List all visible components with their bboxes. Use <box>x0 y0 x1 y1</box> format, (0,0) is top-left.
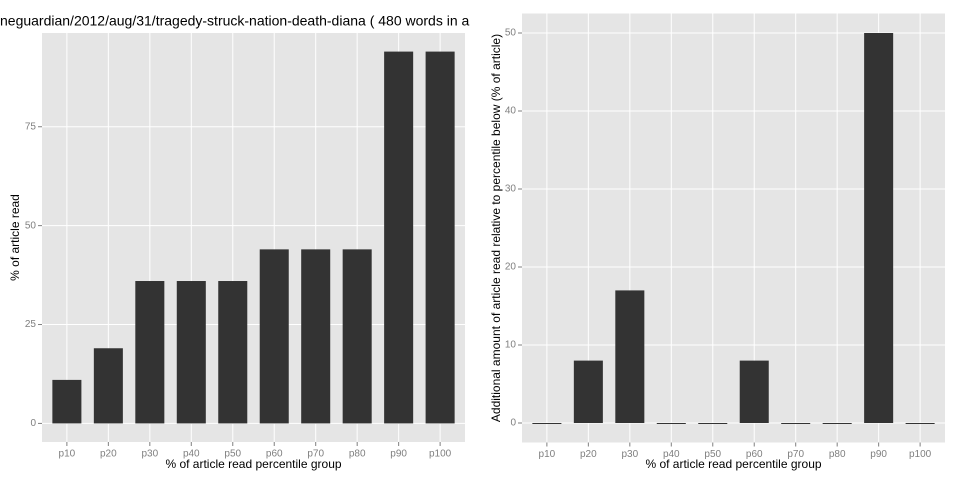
bar <box>93 348 123 424</box>
x-tick-label: p50 <box>224 449 241 460</box>
x-tick-label: p90 <box>390 449 407 460</box>
y-axis-label: Additional amount of article read relati… <box>489 34 503 422</box>
y-tick-label: 20 <box>505 262 517 273</box>
y-axis-label: % of article read <box>8 194 22 281</box>
x-tick-label: p80 <box>829 449 846 460</box>
y-tick-label: 50 <box>25 220 37 231</box>
bar <box>342 249 372 424</box>
bar <box>698 423 728 424</box>
y-tick-label: 75 <box>25 121 37 132</box>
x-tick-label: p80 <box>349 449 366 460</box>
bar <box>905 423 935 424</box>
x-axis-label: % of article read percentile group <box>165 457 341 471</box>
bar <box>656 423 686 424</box>
x-tick-label: p30 <box>621 449 638 460</box>
bar <box>573 360 603 423</box>
x-tick-label: p70 <box>307 449 324 460</box>
bar <box>864 33 894 423</box>
y-tick-label: 25 <box>25 319 37 330</box>
bar <box>301 249 331 424</box>
bar <box>822 423 852 424</box>
y-tick-label: 40 <box>505 106 517 117</box>
x-tick-label: p20 <box>100 449 117 460</box>
y-tick-label: 0 <box>30 418 36 429</box>
bar <box>135 281 165 424</box>
x-tick-label: p90 <box>870 449 887 460</box>
x-tick-label: p40 <box>183 449 200 460</box>
x-tick-label: p100 <box>909 449 932 460</box>
y-tick-label: 50 <box>505 28 517 39</box>
x-axis-label: % of article read percentile group <box>645 457 821 471</box>
x-tick-label: p10 <box>59 449 76 460</box>
bar <box>218 281 248 424</box>
bar <box>384 51 414 424</box>
y-tick-label: 10 <box>505 340 517 351</box>
bar <box>52 379 82 424</box>
bar <box>532 423 562 424</box>
x-tick-label: p60 <box>746 449 763 460</box>
bar <box>781 423 811 424</box>
bar <box>176 281 206 424</box>
y-tick-label: 30 <box>505 184 517 195</box>
x-tick-label: p20 <box>580 449 597 460</box>
x-tick-label: p60 <box>266 449 283 460</box>
x-tick-label: p40 <box>663 449 680 460</box>
x-tick-label: p70 <box>787 449 804 460</box>
x-tick-label: p50 <box>704 449 721 460</box>
chart-title: neguardian/2012/aug/31/tragedy-struck-na… <box>0 13 470 29</box>
bar <box>259 249 289 424</box>
x-tick-label: p100 <box>429 449 452 460</box>
x-tick-label: p10 <box>539 449 556 460</box>
x-tick-label: p30 <box>141 449 158 460</box>
y-tick-label: 0 <box>510 418 516 429</box>
bar <box>425 51 455 424</box>
bar <box>739 360 769 423</box>
bar <box>615 290 645 423</box>
